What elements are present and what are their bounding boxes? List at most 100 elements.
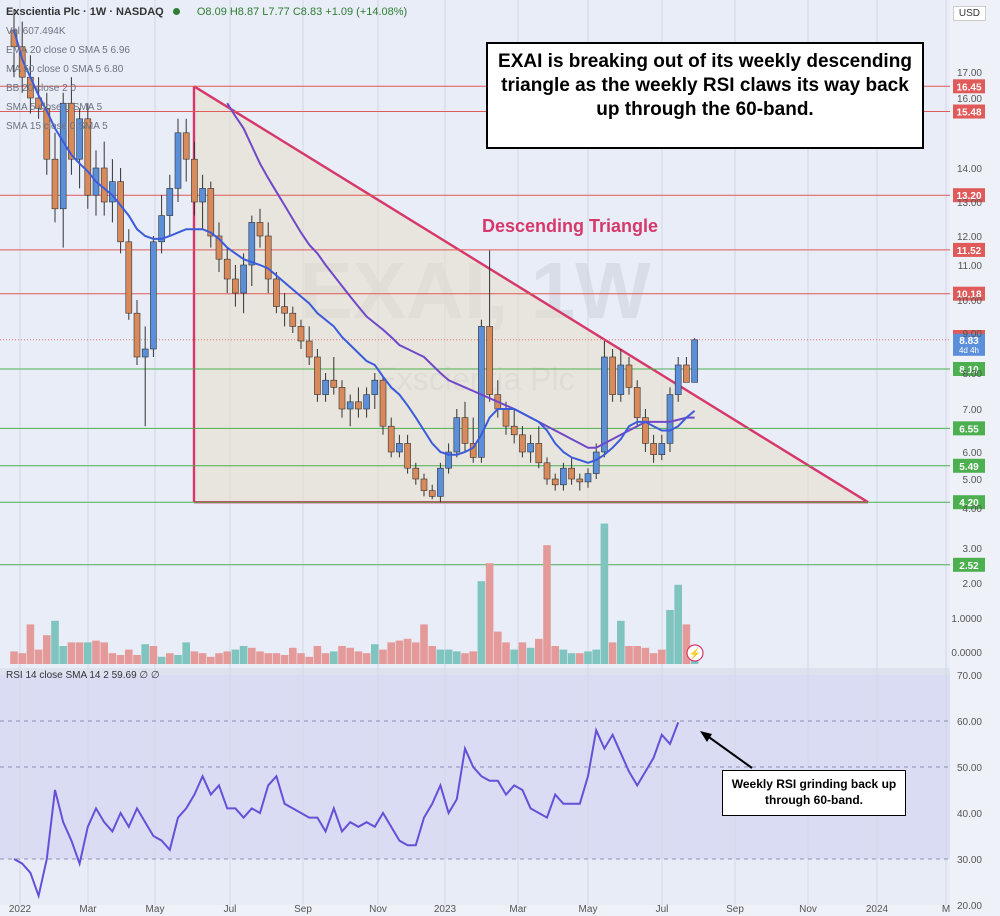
candle-body	[412, 467, 420, 480]
candle-body	[609, 356, 616, 395]
candle-body	[625, 364, 633, 388]
price-axis-tick: 9.00	[963, 329, 983, 340]
candle-body	[158, 215, 165, 243]
volume-bar	[272, 653, 281, 664]
candle-body	[18, 46, 26, 78]
candle-body	[141, 348, 149, 358]
volume-bar	[141, 644, 149, 664]
candle-body	[437, 467, 444, 497]
indicator-legend-item[interactable]: BB 20 close 2 0	[6, 83, 77, 94]
candle-body	[387, 425, 395, 453]
candle-body	[117, 181, 124, 243]
price-level-tag	[953, 495, 985, 510]
indicator-legend-item[interactable]: Vol 607.494K	[6, 26, 66, 37]
volume-bar	[108, 653, 117, 664]
status-dot-icon	[172, 8, 180, 15]
volume-bar	[477, 581, 486, 664]
candle-body	[191, 158, 198, 203]
rsi-axis-tick: 60.00	[957, 717, 982, 728]
last-price-tag	[953, 333, 985, 356]
candle-body	[59, 102, 67, 210]
volume-bar	[617, 620, 625, 664]
candle-body	[371, 379, 379, 395]
volume-bar	[494, 631, 502, 664]
volume-bar	[526, 647, 535, 664]
price-level-label: 11.52	[957, 246, 982, 257]
volume-bar	[543, 545, 551, 664]
volume-bar	[428, 646, 436, 664]
triangle-label: Descending Triangle	[482, 216, 658, 236]
candle-body	[601, 356, 608, 453]
price-level-tag	[953, 458, 985, 473]
candle-body	[396, 443, 403, 453]
triangle-upper-line	[193, 85, 869, 504]
candle-body	[289, 312, 297, 327]
rsi-axis-tick: 40.00	[957, 809, 982, 820]
price-axis-tick: 12.00	[957, 232, 982, 243]
rsi-annotation-arrow	[700, 731, 753, 769]
volume-bar	[92, 640, 100, 664]
price-axis-tick: 3.00	[963, 544, 983, 555]
volume-bar	[551, 646, 559, 664]
time-axis-tick: 2024	[866, 904, 889, 915]
candle-body	[125, 241, 133, 314]
volume-bar	[346, 647, 354, 664]
volume-bar	[649, 653, 658, 664]
candle-body	[674, 364, 682, 395]
volume-bar	[231, 649, 240, 664]
candle-body	[182, 132, 190, 160]
candle-body	[232, 278, 239, 294]
volume-bar	[666, 610, 674, 664]
candle-body	[617, 364, 625, 395]
volume-bar	[330, 651, 338, 664]
volume-bar	[289, 647, 297, 664]
candle-body	[133, 312, 141, 358]
volume-bar	[362, 653, 371, 664]
price-axis-tick: 16.00	[957, 94, 982, 105]
candle-body	[486, 326, 493, 395]
price-level-tag	[953, 557, 985, 572]
indicator-legend-item[interactable]: SMA 15 close 0 SMA 5	[6, 121, 108, 132]
candle-body	[76, 118, 83, 160]
price-level-tag	[953, 188, 985, 203]
candle-body	[543, 462, 551, 480]
price-axis-tick: 5.00	[963, 475, 983, 486]
symbol-title[interactable]: Exscientia Plc · 1W · NASDAQ	[6, 6, 164, 18]
price-level-tag	[953, 286, 985, 301]
indicator-legend-item[interactable]: SMA 5 close 0 SMA 5	[6, 102, 103, 113]
volume-bar	[190, 651, 199, 664]
volume-bar	[592, 649, 600, 664]
flash-icon	[686, 644, 704, 662]
volume-bar	[256, 651, 264, 664]
price-level-label: 8.10	[959, 365, 979, 376]
volume-bar	[43, 635, 51, 664]
time-axis-tick: 2022	[9, 904, 32, 915]
volume-bar	[502, 642, 510, 664]
price-level-label: 4.20	[959, 498, 979, 509]
volume-bar	[264, 653, 272, 664]
price-axis-tick: 14.00	[957, 164, 982, 175]
arrow-head-icon	[700, 731, 712, 742]
indicator-legend-item[interactable]: MA 50 close 0 SMA 5 6.80	[6, 64, 124, 75]
volume-bar	[116, 655, 125, 664]
volume-bar	[157, 656, 166, 664]
indicator-legend-item[interactable]: EMA 20 close 0 SMA 5 6.96	[6, 45, 130, 56]
currency-select[interactable]: USD	[952, 6, 986, 21]
volume-bar	[149, 646, 158, 664]
volume-bar	[239, 646, 248, 664]
time-axis-tick: M	[942, 904, 950, 915]
time-axis-tick: Jul	[224, 904, 237, 915]
bar-countdown-label: 4d 4h	[959, 346, 979, 355]
volume-bar	[354, 651, 363, 664]
price-axis-tick: 13.00	[957, 198, 982, 209]
candle-body	[223, 258, 231, 280]
volume-bar	[84, 642, 92, 664]
price-level-tag	[953, 362, 985, 376]
candle-body	[584, 473, 592, 483]
volume-bar	[682, 624, 691, 664]
candle-body	[445, 451, 452, 469]
time-axis-tick: Mar	[79, 904, 97, 915]
candle-body	[100, 167, 108, 203]
price-level-label: 13.20	[956, 191, 981, 202]
time-axis-tick: Jul	[656, 904, 669, 915]
